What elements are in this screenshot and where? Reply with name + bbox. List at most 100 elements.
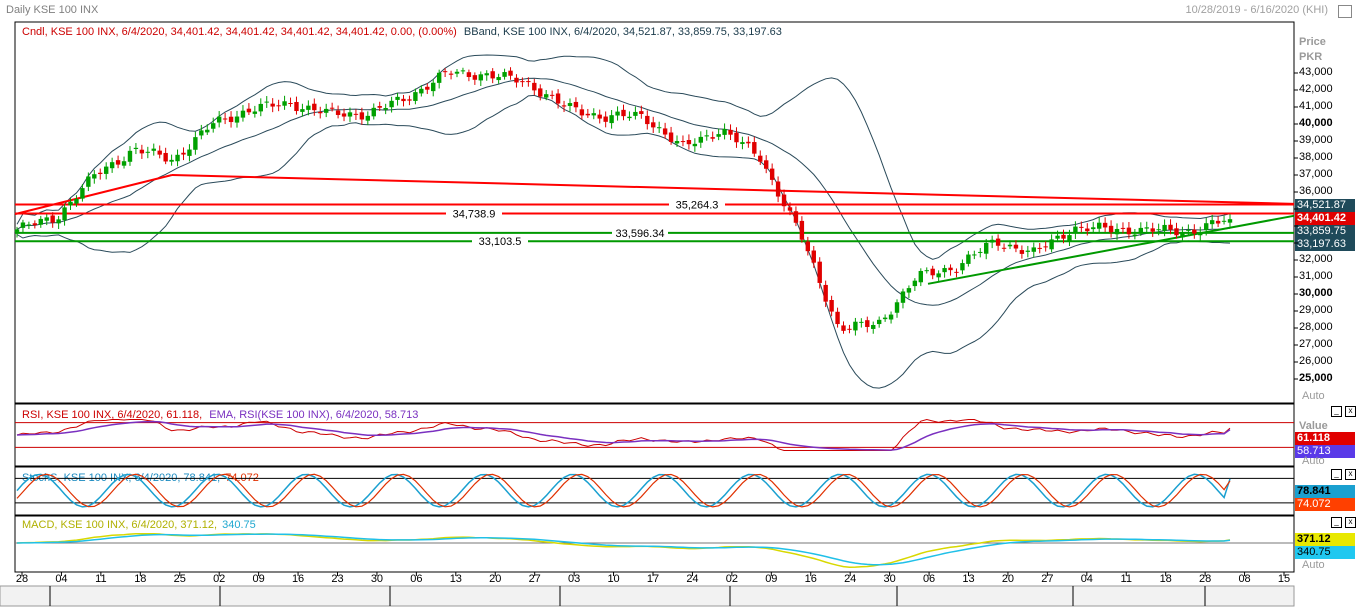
candle-body — [383, 107, 388, 110]
macd-minimize-button[interactable]: _ — [1331, 517, 1342, 528]
candle-body — [573, 101, 579, 108]
candle-body — [656, 127, 662, 129]
rsi-close-button[interactable]: x — [1345, 406, 1356, 417]
candle-body — [431, 82, 436, 92]
candle-body — [181, 152, 186, 155]
candle-body — [1019, 250, 1025, 254]
candle-body — [282, 101, 287, 106]
price-tick-label: 28,000 — [1299, 321, 1333, 333]
candle-body — [894, 302, 900, 313]
candle-body — [633, 111, 638, 116]
candle-body — [103, 166, 109, 174]
candle-body — [621, 109, 626, 117]
candle-body — [1055, 235, 1060, 239]
candle-body — [710, 137, 715, 139]
x-day-label: 28 — [15, 573, 29, 585]
candle-body — [306, 105, 311, 110]
x-day-label: 17 — [646, 573, 660, 585]
candle-body — [704, 135, 709, 137]
window-box-icon[interactable] — [1338, 5, 1352, 18]
price-auto-label[interactable]: Auto — [1302, 390, 1325, 402]
candle-body — [876, 319, 882, 325]
candle-body — [841, 325, 846, 331]
price-axis-unit: PKR — [1299, 51, 1323, 63]
candle-body — [627, 116, 632, 119]
rsi-auto-label[interactable]: Auto — [1302, 455, 1325, 467]
x-day-label: 18 — [1159, 573, 1172, 585]
rsi-ema-value-box: 58.713 — [1295, 445, 1355, 458]
candle-body — [490, 71, 495, 79]
date-range: 10/28/2019 - 6/16/2020 (KHI) — [1185, 4, 1328, 16]
hline-label-bg — [612, 226, 668, 239]
candle-body — [579, 109, 585, 116]
candle-body — [924, 270, 929, 272]
stoch-close-button[interactable]: x — [1345, 469, 1356, 480]
candle-body — [121, 161, 127, 166]
candle-body — [787, 207, 793, 211]
candle-body — [740, 142, 745, 144]
candle-body — [758, 155, 763, 162]
candle-body — [1073, 226, 1078, 234]
candle-body — [74, 198, 79, 204]
candle-body — [775, 181, 781, 197]
trendline-red-1 — [14, 174, 173, 216]
hline-label-bg — [446, 207, 502, 220]
candle-body — [264, 101, 269, 103]
candle-body — [44, 217, 49, 221]
rsi-pane-frame — [14, 403, 1295, 467]
candle-body — [995, 238, 1001, 246]
candle-body — [544, 94, 549, 98]
macd-signal-line — [16, 533, 1231, 566]
candle-body — [240, 110, 246, 118]
chart-title: Daily KSE 100 INX — [6, 4, 99, 16]
x-day-label: 15 — [1277, 573, 1291, 585]
x-day-label: 04 — [55, 573, 68, 585]
rsi-ema-line — [16, 420, 1231, 451]
candle-body — [26, 224, 32, 226]
candle-body — [668, 132, 674, 142]
x-day-label: 27 — [528, 573, 541, 585]
candle-body — [1013, 244, 1019, 249]
candle-body — [1198, 232, 1203, 236]
stoch-minimize-button[interactable]: _ — [1331, 469, 1342, 480]
x-day-label: 28 — [1199, 573, 1212, 585]
candle-body — [960, 263, 965, 271]
candle-body — [555, 93, 561, 104]
candle-body — [520, 81, 525, 83]
macd-close-button[interactable]: x — [1345, 517, 1356, 528]
candle-body — [1114, 228, 1120, 235]
stoch-d-line — [16, 473, 1231, 508]
x-day-label: 04 — [1080, 573, 1093, 585]
candle-body — [769, 168, 775, 180]
candle-body — [966, 254, 971, 264]
macd-auto-label[interactable]: Auto — [1302, 559, 1325, 571]
x-day-label: 06 — [922, 573, 936, 585]
candle-body — [603, 116, 608, 122]
x-day-label: 25 — [173, 573, 186, 585]
rsi-legend: RSI, KSE 100 INX, 6/4/2020, 61.118, EMA,… — [22, 409, 418, 421]
candle-body — [651, 122, 656, 128]
candle-body — [817, 261, 822, 283]
rsi-legend-text: RSI, KSE 100 INX, 6/4/2020, 61.118, — [22, 409, 203, 421]
candle-body — [448, 73, 454, 75]
rsi-minimize-button[interactable]: _ — [1331, 406, 1342, 417]
candle-body — [92, 174, 97, 179]
candle-body — [222, 118, 228, 120]
candle-body — [781, 194, 787, 207]
candle-body — [514, 77, 519, 83]
price-tick-label: 26,000 — [1299, 355, 1333, 367]
bband-lower-box: 33,197.63 — [1295, 238, 1355, 251]
x-day-label: 02 — [213, 573, 226, 585]
candle-body — [193, 137, 198, 150]
candle-body — [1096, 222, 1102, 229]
x-day-label: 30 — [370, 573, 384, 585]
candle-body — [1186, 229, 1191, 231]
bband-lower-line — [16, 94, 1231, 389]
candle-body — [882, 317, 888, 320]
stoch-pane-frame — [14, 466, 1295, 516]
candle-body — [228, 116, 234, 123]
candle-body — [98, 172, 103, 175]
rsi-line — [16, 418, 1231, 451]
candle-body — [978, 251, 983, 253]
